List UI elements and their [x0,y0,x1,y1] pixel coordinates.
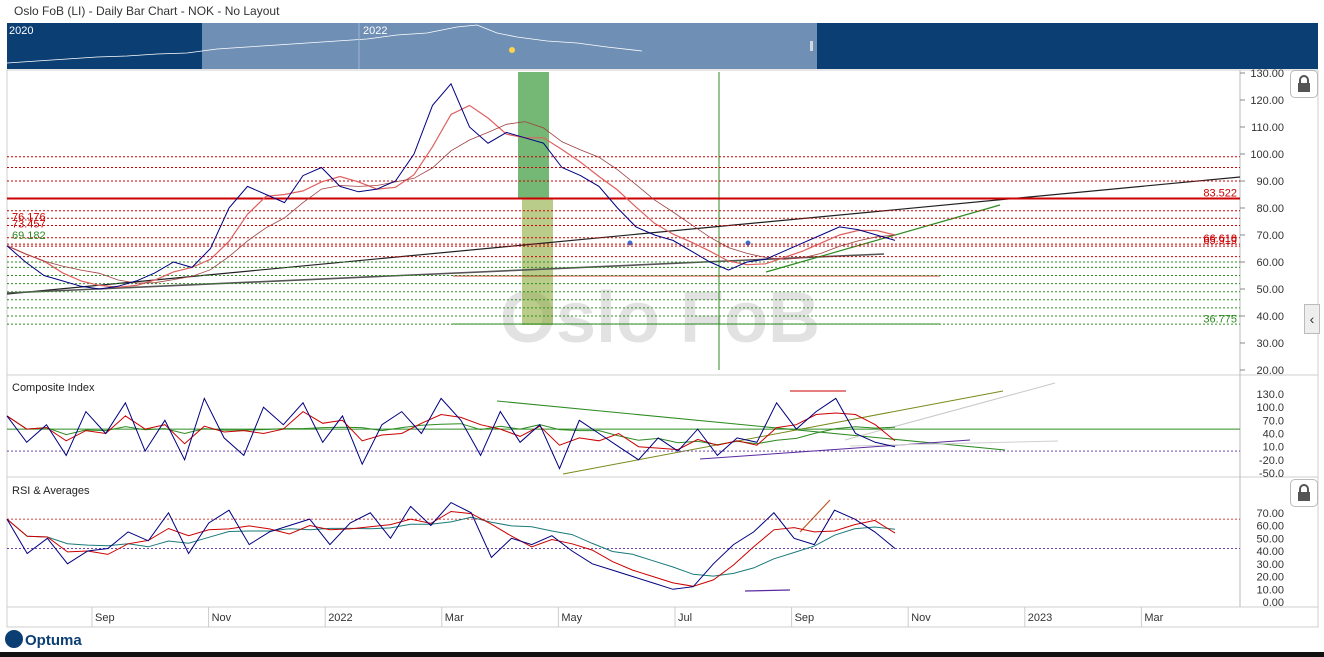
rsi-average-line [6,510,896,587]
y-tick-label: -50.0 [1259,468,1284,480]
composite-index-line [6,397,896,470]
lock-icon[interactable] [1290,479,1318,507]
x-tick-label: Nov [212,612,232,624]
composite-title: Composite Index [12,382,95,394]
y-tick-label: 110.00 [1251,122,1284,134]
y-tick-label: 10.00 [1256,584,1284,596]
date-axis-frame [6,606,1319,628]
y-tick-label: 30.00 [1256,338,1284,350]
rsi-average-line [6,516,896,577]
y-tick-label: 40.00 [1256,546,1284,558]
y-tick-label: 80.00 [1256,203,1284,215]
trendline [765,204,1001,273]
moving-average-line [6,121,896,284]
x-tick-label: Jul [678,612,692,624]
date-navigator[interactable]: 2020 2022 [7,23,1318,69]
rsi-series [6,501,1240,590]
navigator-year-label: 2020 [9,25,34,37]
highlight-zone-dark [518,72,549,198]
trendline [744,589,791,592]
rsi-panel-frame [6,476,1319,608]
level-label: 66.618 [1203,233,1237,245]
x-tick-label: 2022 [328,612,352,624]
navigator-window[interactable] [202,23,817,69]
level-label: 36.775 [1203,314,1237,326]
y-tick-label: 40.0 [1263,429,1284,441]
y-tick-label: 70.0 [1263,415,1284,427]
footer-bar [0,652,1324,657]
trendline [849,440,1059,447]
moving-average-line [6,104,896,288]
y-tick-label: 100.00 [1250,149,1284,161]
y-tick-label: 120.00 [1250,95,1284,107]
navigator-sparkline [7,24,643,64]
y-tick-label: -20.0 [1259,455,1284,467]
price-axis: 130.00 120.00 110.00 100.00 90.00 80.00 70.00 6… [1240,68,1284,377]
x-tick-label: Mar [1144,612,1163,624]
y-tick-label: 90.00 [1256,176,1284,188]
optuma-logo-icon [5,630,23,648]
event-marker [745,240,751,246]
level-label: 76.176 [12,211,46,223]
y-tick-label: 20.00 [1256,572,1284,584]
composite-series [6,397,1240,470]
date-axis: Sep Nov 2022 Mar May Jul Sep Nov 2023 Mar [91,607,1164,627]
y-tick-label: 0.00 [1263,597,1284,609]
y-tick-label: 40.00 [1256,311,1284,323]
trendline [6,176,1241,295]
trendline [699,439,971,460]
navigator-handle[interactable] [810,41,813,51]
chart-title: Oslo FoB (LI) - Daily Bar Chart - NOK - … [14,4,280,18]
composite-average-line [6,410,896,451]
trendline [799,499,831,533]
y-tick-label: 10.0 [1263,442,1284,454]
navigator-year-label: 2022 [363,25,388,37]
trendline [496,400,1006,451]
x-tick-label: Mar [445,612,464,624]
y-tick-label: 130.0 [1256,389,1284,401]
level-label: 83.522 [1203,187,1237,199]
lock-icon[interactable] [1290,70,1318,98]
x-tick-label: 2023 [1028,612,1052,624]
x-tick-label: Sep [95,612,115,624]
logo-text: Optuma [25,632,82,649]
y-tick-label: 60.00 [1256,521,1284,533]
y-tick-label: 50.00 [1256,533,1284,545]
level-label: 65.919 [1203,235,1237,247]
price-series [6,82,896,290]
rsi-title: RSI & Averages [12,485,90,497]
x-tick-label: Nov [911,612,931,624]
y-tick-label: 70.00 [1256,508,1284,520]
trendline [562,390,1004,475]
price-line [6,82,896,290]
trendline [844,382,1056,441]
y-tick-label: 100.0 [1256,402,1284,414]
x-tick-label: Sep [795,612,815,624]
level-label: 73.457 [12,219,46,231]
navigator-marker [509,47,515,53]
y-tick-label: 60.00 [1256,257,1284,269]
y-tick-label: 20.00 [1256,365,1284,377]
level-label: 69.182 [12,230,46,242]
optuma-logo: Optuma [5,630,82,649]
y-tick-label: 130.00 [1250,68,1284,80]
chevron-left-icon[interactable]: ‹ [1304,304,1320,334]
x-tick-label: May [561,612,582,624]
trendline [6,253,885,294]
composite-panel-frame [6,374,1319,478]
y-tick-label: 50.00 [1256,284,1284,296]
y-tick-label: 30.00 [1256,559,1284,571]
rsi-line [6,501,896,590]
y-tick-label: 70.00 [1256,230,1284,242]
event-marker [627,240,633,246]
price-levels [7,156,1240,325]
